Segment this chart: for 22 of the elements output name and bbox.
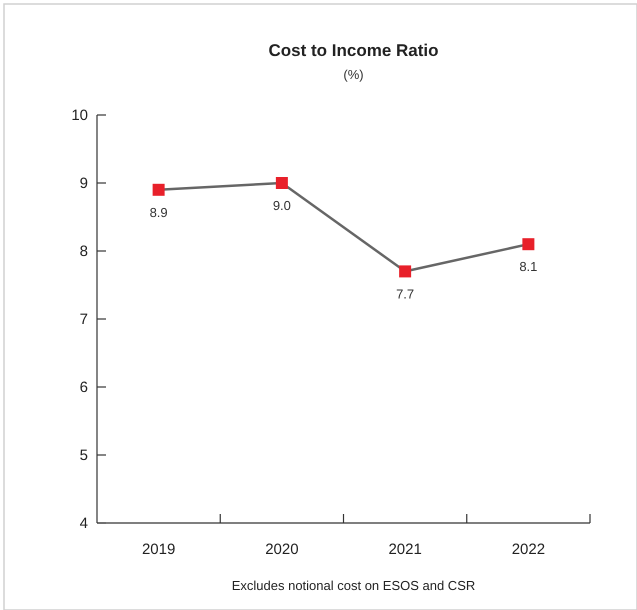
y-tick-label: 9 xyxy=(80,175,88,192)
y-tick-label: 6 xyxy=(80,379,88,396)
y-tick-label: 4 xyxy=(80,515,88,532)
data-label: 9.0 xyxy=(272,198,291,213)
x-tick-label: 2021 xyxy=(388,541,422,558)
y-tick-label: 10 xyxy=(71,107,88,124)
point xyxy=(276,177,288,189)
data-label: 8.1 xyxy=(519,259,538,274)
y-tick-label: 7 xyxy=(80,311,88,328)
point xyxy=(522,238,534,250)
text: Excludes notional cost on ESOS and CSR xyxy=(232,578,476,593)
chart-subtitle: (%) xyxy=(343,67,364,82)
data-label: 7.7 xyxy=(396,286,414,302)
y-tick-label: 5 xyxy=(80,447,88,464)
y-tick-label: 8 xyxy=(80,243,88,260)
chart-title: Cost to Income Ratio xyxy=(268,41,439,60)
point xyxy=(152,184,165,196)
x-tick-label: 2020 xyxy=(265,541,299,558)
point xyxy=(399,265,412,278)
x-tick-label: 2022 xyxy=(512,541,546,558)
x-tick-label: 2019 xyxy=(142,541,176,558)
data-label: 8.9 xyxy=(150,204,168,220)
